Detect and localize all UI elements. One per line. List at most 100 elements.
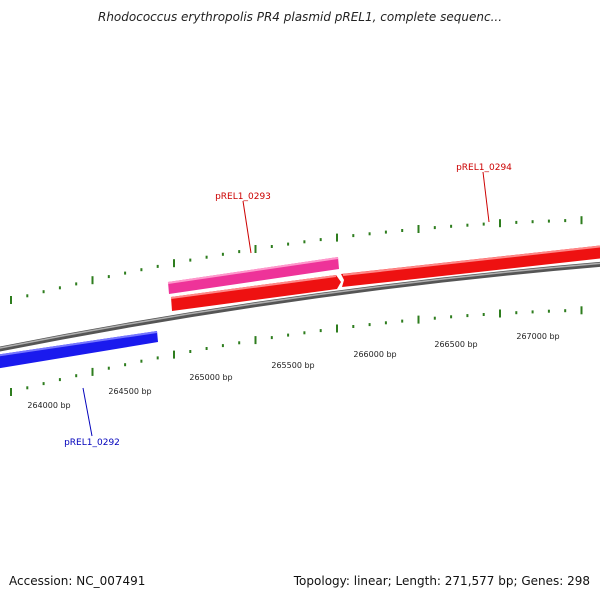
scale-label-267000: 267000 bp xyxy=(516,332,559,341)
outer-tick xyxy=(156,264,159,268)
inner-tick xyxy=(58,378,61,382)
scale-labels: 264000 bp 264500 bp 265000 bp 265500 bp … xyxy=(27,332,559,410)
map-title: Rhodococcus erythropolis PR4 plasmid pRE… xyxy=(97,10,503,24)
outer-tick xyxy=(10,296,12,304)
outer-tick xyxy=(417,225,420,233)
gene-pREL1_0292-shine xyxy=(0,331,158,357)
inner-tick xyxy=(433,316,436,320)
scale-label-265000: 265000 bp xyxy=(189,373,232,382)
leader-pREL1_0292 xyxy=(82,387,93,437)
outer-tick xyxy=(91,276,94,285)
inner-tick xyxy=(564,309,567,313)
outer-tick xyxy=(319,238,322,242)
outer-tick xyxy=(499,219,501,228)
inner-tick xyxy=(466,314,469,318)
outer-tick xyxy=(189,258,192,262)
outer-tick xyxy=(107,275,110,279)
inner-tick xyxy=(189,350,192,353)
inner-tick xyxy=(42,382,45,386)
outer-tick xyxy=(466,223,469,227)
inner-tick xyxy=(140,359,143,363)
inner-tick xyxy=(450,315,453,319)
inner-tick xyxy=(254,336,257,345)
inner-tick xyxy=(124,363,127,367)
outer-tick xyxy=(368,232,371,236)
outer-tick xyxy=(531,220,534,224)
outer-tick xyxy=(450,224,453,228)
gene-pREL1_0293-highlight-shine xyxy=(167,257,339,284)
outer-tick xyxy=(42,290,45,294)
inner-tick xyxy=(205,347,208,350)
accession-text: Accession: NC_007491 xyxy=(9,574,146,588)
label-pREL1_0292: pREL1_0292 xyxy=(64,438,120,448)
outer-tick xyxy=(124,271,127,275)
outer-tick xyxy=(254,245,257,253)
inner-tick xyxy=(173,350,175,359)
inner-tick xyxy=(107,366,110,370)
outer-tick xyxy=(270,245,273,248)
outer-tick xyxy=(384,230,387,234)
inner-tick xyxy=(580,306,583,315)
inner-tick xyxy=(238,341,241,345)
gene-pREL1_0293-shine xyxy=(170,275,337,299)
outer-tick xyxy=(26,294,29,298)
inner-tick xyxy=(417,315,420,324)
scale-label-264000: 264000 bp xyxy=(27,401,70,410)
inner-tick xyxy=(352,325,355,328)
inner-tick xyxy=(384,321,387,325)
inner-tick xyxy=(319,329,322,333)
outer-tick-row xyxy=(10,216,583,304)
inner-tick xyxy=(287,333,290,337)
inner-tick xyxy=(531,310,534,314)
inner-tick xyxy=(221,344,224,348)
outer-tick xyxy=(336,233,338,242)
outer-tick xyxy=(173,259,175,268)
outer-tick xyxy=(433,226,436,230)
inner-tick-row xyxy=(10,306,583,396)
scale-label-266500: 266500 bp xyxy=(434,340,477,349)
inner-tick xyxy=(482,313,485,316)
outer-tick xyxy=(401,229,404,232)
gene-pREL1_0293-highlight[interactable] xyxy=(168,257,339,294)
label-pREL1_0293: pREL1_0293 xyxy=(215,192,271,202)
outer-tick xyxy=(352,234,355,238)
outer-tick xyxy=(58,286,61,290)
outer-tick xyxy=(140,268,143,272)
inner-tick xyxy=(75,374,78,378)
label-pREL1_0294: pREL1_0294 xyxy=(456,163,512,173)
scale-label-266000: 266000 bp xyxy=(353,350,396,359)
inner-tick xyxy=(336,324,338,333)
gene-pREL1_0294[interactable] xyxy=(341,245,600,287)
gene-pREL1_0292[interactable] xyxy=(0,331,158,369)
inner-tick xyxy=(401,319,404,323)
outer-tick xyxy=(303,240,306,244)
inner-tick xyxy=(303,331,306,335)
outer-tick xyxy=(564,219,567,223)
plasmid-backbone xyxy=(0,261,600,352)
topology-summary: Topology: linear; Length: 271,577 bp; Ge… xyxy=(293,574,590,588)
outer-tick xyxy=(287,242,290,246)
inner-tick xyxy=(10,388,12,396)
plasmid-backbone-highlight xyxy=(0,262,600,349)
inner-tick xyxy=(368,323,371,327)
outer-tick xyxy=(580,216,583,225)
leader-pREL1_0293 xyxy=(242,200,252,254)
scale-label-264500: 264500 bp xyxy=(108,387,151,396)
outer-tick xyxy=(482,222,485,226)
inner-tick xyxy=(499,309,501,318)
scale-label-265500: 265500 bp xyxy=(271,361,314,370)
inner-tick xyxy=(26,386,29,390)
gene-pREL1_0294-shine xyxy=(342,245,600,276)
inner-tick xyxy=(270,336,273,340)
outer-tick xyxy=(238,250,241,254)
inner-tick xyxy=(515,311,518,315)
leader-pREL1_0294 xyxy=(482,171,490,223)
outer-tick xyxy=(205,255,208,259)
gene-pREL1_0293[interactable] xyxy=(171,275,341,311)
outer-tick xyxy=(75,282,78,286)
outer-tick xyxy=(547,219,550,223)
inner-tick xyxy=(547,309,550,313)
inner-tick xyxy=(91,367,94,376)
outer-tick xyxy=(221,252,224,256)
inner-tick xyxy=(156,356,159,360)
